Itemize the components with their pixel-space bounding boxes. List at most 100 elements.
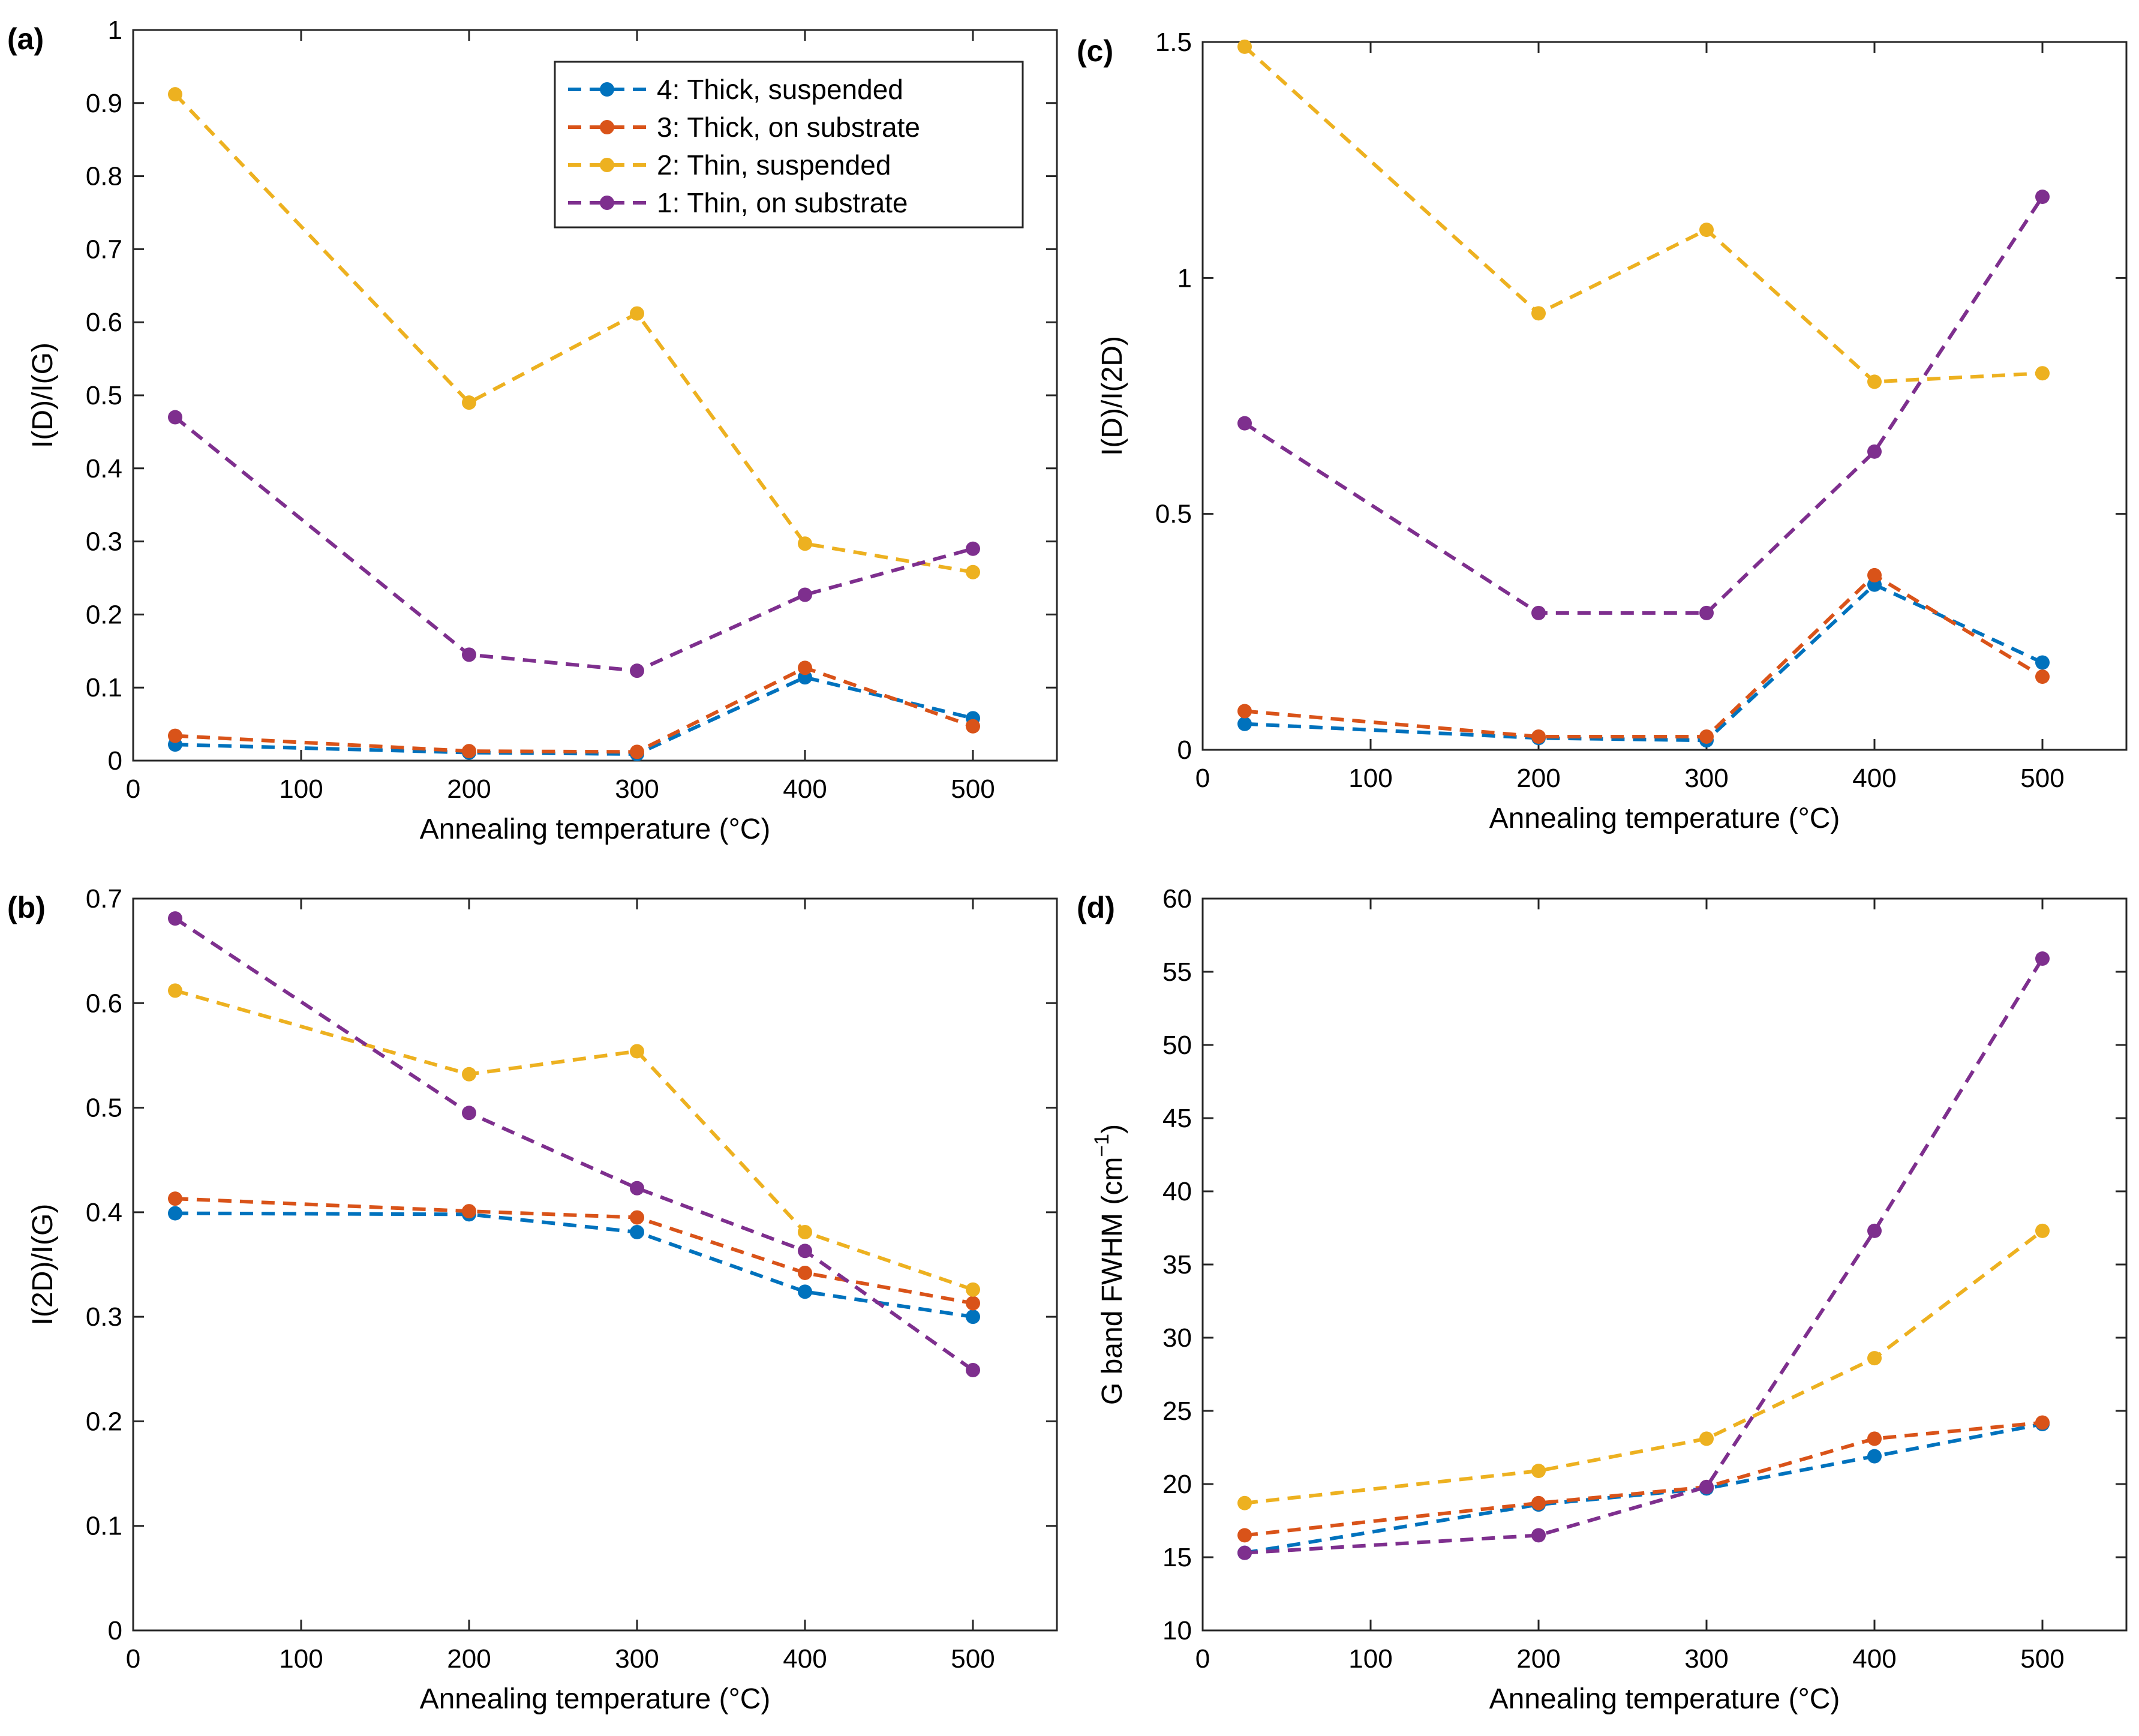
series-line-3 [1244, 573, 2044, 738]
x-tick-label: 400 [783, 774, 827, 804]
data-point [1237, 1528, 1252, 1543]
data-point [798, 660, 812, 675]
y-tick-label: 0.5 [86, 1094, 122, 1123]
series-line-3 [1244, 1420, 2043, 1537]
data-point [798, 587, 812, 602]
data-point [1699, 1431, 1714, 1446]
data-point [966, 1363, 980, 1378]
data-point [1531, 1464, 1546, 1479]
x-axis-label: Annealing temperature (°C) [1489, 803, 1840, 834]
series-line-1 [1244, 957, 2044, 1555]
y-axis-label: I(D)/I(G) [27, 343, 59, 448]
x-tick-label: 300 [615, 774, 659, 804]
data-point [1237, 716, 1252, 731]
y-tick-label: 15 [1162, 1543, 1192, 1572]
y-tick-label: 0.5 [86, 381, 122, 410]
data-point [462, 1106, 476, 1121]
series-line-2 [1244, 1229, 2044, 1505]
legend-marker [600, 196, 614, 210]
x-tick-label: 0 [126, 1644, 140, 1674]
y-axis-label: I(2D)/I(G) [27, 1204, 59, 1326]
x-axis-label: Annealing temperature (°C) [420, 813, 771, 845]
series-line-1 [174, 917, 974, 1372]
data-point [630, 1210, 644, 1225]
data-point [1531, 306, 1546, 321]
x-tick-label: 500 [951, 1644, 995, 1674]
x-tick-label: 200 [447, 1644, 491, 1674]
data-point [966, 564, 980, 579]
y-tick-label: 0.7 [86, 235, 122, 264]
y-tick-label: 25 [1162, 1396, 1192, 1426]
legend-marker [600, 82, 614, 97]
y-tick-label: 55 [1162, 957, 1192, 987]
x-tick-label: 100 [1348, 764, 1392, 793]
x-tick-label: 100 [279, 1644, 323, 1674]
data-point [630, 1044, 644, 1059]
x-tick-label: 500 [2020, 1644, 2064, 1674]
data-point [1867, 374, 1882, 389]
y-tick-label: 0.7 [86, 884, 122, 914]
x-axis-label: Annealing temperature (°C) [1489, 1683, 1840, 1715]
data-point [630, 663, 644, 678]
data-point [2035, 951, 2050, 966]
x-tick-label: 400 [1852, 764, 1896, 793]
y-tick-label: 0.2 [86, 600, 122, 629]
data-point [1699, 223, 1714, 238]
y-tick-label: 10 [1162, 1616, 1192, 1645]
data-point [1531, 1528, 1546, 1543]
y-axis-label: G band FWHM (cm−1) [1090, 1124, 1128, 1405]
x-tick-label: 500 [951, 774, 995, 804]
data-point [1867, 1223, 1882, 1238]
y-tick-label: 40 [1162, 1177, 1192, 1206]
y-tick-label: 30 [1162, 1323, 1192, 1353]
y-tick-label: 20 [1162, 1470, 1192, 1499]
data-point [168, 1206, 182, 1221]
x-tick-label: 500 [2020, 764, 2064, 793]
data-point [168, 87, 182, 102]
legend-marker [600, 120, 614, 134]
data-point [1867, 1351, 1882, 1366]
y-tick-label: 0.9 [86, 89, 122, 118]
y-tick-label: 0.1 [86, 673, 122, 702]
data-point [462, 1204, 476, 1219]
y-tick-label: 1.5 [1155, 28, 1192, 57]
y-tick-label: 0 [108, 1616, 122, 1645]
data-point [966, 719, 980, 734]
x-tick-label: 200 [1516, 1644, 1560, 1674]
data-point [1237, 39, 1252, 54]
y-tick-label: 45 [1162, 1104, 1192, 1133]
data-point [1531, 729, 1546, 744]
data-point [1867, 444, 1882, 459]
data-point [462, 744, 476, 759]
y-tick-label: 0 [108, 746, 122, 776]
chart-panel-c: 0 100 200 300 400 500 0 0.5 1 1.5 Annealing temper… [1077, 28, 2128, 834]
data-point [966, 541, 980, 556]
y-axis-label-main: G band FWHM (cm [1096, 1157, 1128, 1405]
data-point [1237, 704, 1252, 719]
data-point [1531, 1495, 1546, 1510]
y-tick-label: 35 [1162, 1250, 1192, 1280]
data-point [1867, 567, 1882, 582]
y-tick-label: 0.4 [86, 1198, 122, 1227]
data-point [168, 410, 182, 425]
series-line-4 [175, 1211, 974, 1319]
data-point [1699, 1479, 1714, 1494]
legend-entry: 1: Thin, on substrate [657, 187, 908, 218]
x-tick-label: 100 [1348, 1644, 1392, 1674]
data-point [630, 1181, 644, 1196]
x-tick-label: 100 [279, 774, 323, 804]
data-point [2035, 1223, 2050, 1238]
y-tick-label: 0 [1177, 735, 1192, 765]
x-tick-label: 0 [1195, 764, 1210, 793]
y-axis-label-main: I(D)/I(2D) [1096, 336, 1128, 456]
series-line-3 [175, 666, 974, 754]
y-axis-label-main: I(D)/I(G) [27, 343, 59, 448]
data-point [798, 1265, 812, 1280]
x-tick-label: 400 [783, 1644, 827, 1674]
x-tick-label: 300 [1684, 1644, 1728, 1674]
data-point [2035, 366, 2050, 381]
series-line-2 [175, 989, 974, 1292]
data-point [966, 1296, 980, 1311]
data-point [168, 1191, 182, 1206]
y-tick-label: 0.6 [86, 308, 122, 337]
